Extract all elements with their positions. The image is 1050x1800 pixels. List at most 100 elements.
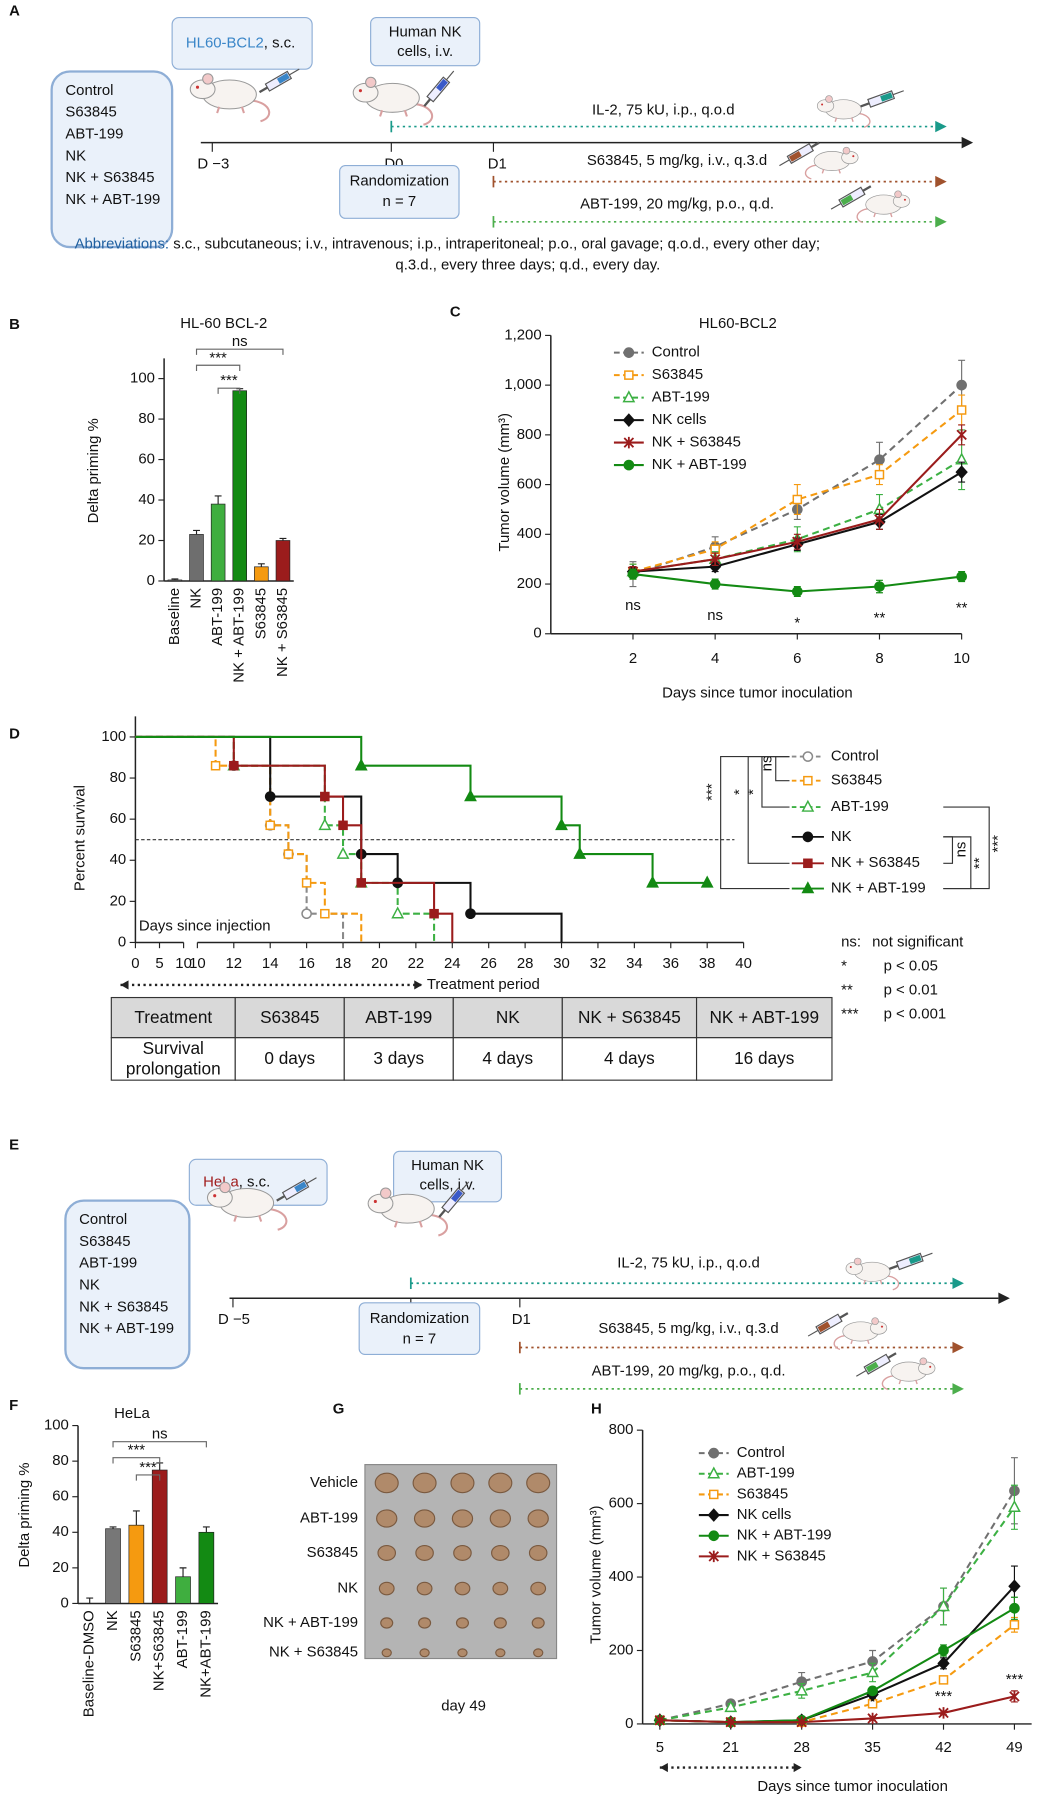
- mouse-leg: [873, 212, 876, 218]
- tumor: [527, 1509, 549, 1528]
- mouse-icon: [189, 73, 271, 123]
- mouse-tail: [252, 99, 271, 123]
- syringe-liquid: [840, 194, 854, 206]
- x-tick-label: Baseline-DMSO: [82, 1610, 98, 1717]
- marker: [938, 1675, 949, 1685]
- error-bar: [86, 1597, 94, 1604]
- mouse-eye: [195, 85, 200, 89]
- marker: [318, 817, 332, 831]
- panel-label: E: [9, 1138, 19, 1154]
- syringe-icon: [856, 1352, 897, 1377]
- cell-line-label: HL60-BCL2, s.c.: [186, 35, 295, 51]
- significance-label: **: [956, 601, 968, 617]
- marker: [320, 908, 330, 919]
- treatment-period-label: Treatment period: [427, 977, 540, 993]
- y-axis-label: Tumor volume (mm³): [497, 413, 513, 552]
- x-tick-label: 6: [793, 651, 801, 667]
- syringe-icon: [258, 68, 300, 94]
- significance-bracket: [195, 348, 284, 355]
- comparison-bracket: [943, 836, 954, 864]
- panel-label: H: [591, 1401, 602, 1417]
- table-cell-text: 0 days: [264, 1048, 316, 1069]
- marker: [301, 878, 312, 888]
- y-tick-label: 100: [44, 1418, 69, 1434]
- marker: [874, 454, 885, 466]
- bar: [105, 1528, 121, 1604]
- regimen-arrow: [952, 1341, 964, 1354]
- mouse-leg: [258, 1215, 263, 1222]
- mouse-tail: [858, 112, 871, 128]
- marker: [320, 791, 330, 802]
- legend-label: NK + S63845: [831, 855, 920, 871]
- tumor: [492, 1581, 509, 1596]
- x-tick-label: ABT-199: [210, 588, 226, 646]
- tumor: [450, 1472, 475, 1494]
- syringe-liquid: [865, 1361, 879, 1373]
- mouse-tail: [856, 208, 869, 224]
- significance-bracket: [195, 364, 241, 371]
- bar: [198, 1531, 215, 1604]
- significance-label: ***: [1006, 1672, 1024, 1688]
- tumor: [451, 1509, 474, 1528]
- tumor: [380, 1617, 394, 1629]
- group-label: NK + S63845: [79, 1299, 168, 1315]
- table-cell: [561, 996, 698, 1039]
- error-bar: [132, 1510, 140, 1526]
- abbreviations-text: q.3.d., every three days; q.d., every da…: [395, 257, 660, 273]
- marker: [867, 1685, 878, 1697]
- marker: [464, 789, 477, 802]
- group-label: NK: [65, 148, 86, 164]
- comparison-label: *: [746, 789, 762, 795]
- legend-label: NK + ABT-199: [737, 1528, 832, 1544]
- chart-title: HL-60 BCL-2: [180, 316, 267, 332]
- marker: [622, 390, 636, 403]
- y-tick-label: 60: [52, 1489, 69, 1505]
- row-label: NK: [337, 1580, 358, 1596]
- regimen-label: ABT-199, 20 mg/kg, p.o., q.d.: [592, 1364, 786, 1380]
- mouse-leg: [838, 169, 841, 174]
- comparison-label: ***: [705, 783, 721, 801]
- table-cell-content: 0 days: [264, 1048, 316, 1069]
- significance-label: ***: [139, 1460, 157, 1476]
- marker: [708, 1447, 720, 1459]
- tumor: [454, 1581, 471, 1596]
- mouse-eye: [213, 1194, 217, 1198]
- syringe-plunger: [258, 86, 269, 94]
- marker: [1009, 1602, 1020, 1614]
- significance-bracket: [112, 1457, 161, 1464]
- marker: [956, 379, 967, 391]
- table-cell-content: 4 days: [604, 1049, 655, 1069]
- tumor: [526, 1472, 551, 1494]
- syringe-liquid: [294, 1181, 307, 1193]
- marker: [956, 405, 967, 415]
- error-bar: [171, 578, 179, 580]
- mouse-leg: [898, 1379, 902, 1385]
- randomization-label: n = 7: [383, 194, 417, 210]
- regimen-label: IL-2, 75 kU, i.p., q.o.d: [592, 102, 735, 118]
- table-cell: [343, 996, 454, 1039]
- x-tick-label: NK: [105, 1610, 121, 1631]
- syringe-plunger: [423, 98, 432, 107]
- marker: [724, 1700, 738, 1713]
- mouse-icon: [833, 1317, 888, 1351]
- table-cell-content: NK + S63845: [578, 1007, 681, 1027]
- chart-title: HL60-BCL2: [699, 316, 777, 332]
- randomization-label: Randomization: [350, 174, 449, 190]
- syringe-liquid: [817, 1321, 831, 1333]
- series-line: [659, 1506, 1016, 1722]
- significance-label: ***: [128, 1443, 146, 1459]
- table-cell: [452, 996, 563, 1039]
- marker: [938, 1707, 949, 1719]
- marker: [465, 908, 476, 920]
- marker: [429, 908, 439, 919]
- x-tick-label: 32: [590, 956, 607, 972]
- abbreviations-text: s.c., subcutaneous; i.v., intravenous; i…: [169, 237, 820, 253]
- mouse-leg: [394, 1220, 399, 1228]
- tumor: [415, 1544, 434, 1561]
- legend-label: NK: [831, 829, 852, 845]
- mouse-icon: [206, 1181, 288, 1231]
- significance-label: ns: [707, 608, 723, 624]
- randomization-label: Randomization: [370, 1311, 469, 1327]
- mouse-leg: [403, 109, 408, 117]
- syringe-needle: [921, 1252, 933, 1258]
